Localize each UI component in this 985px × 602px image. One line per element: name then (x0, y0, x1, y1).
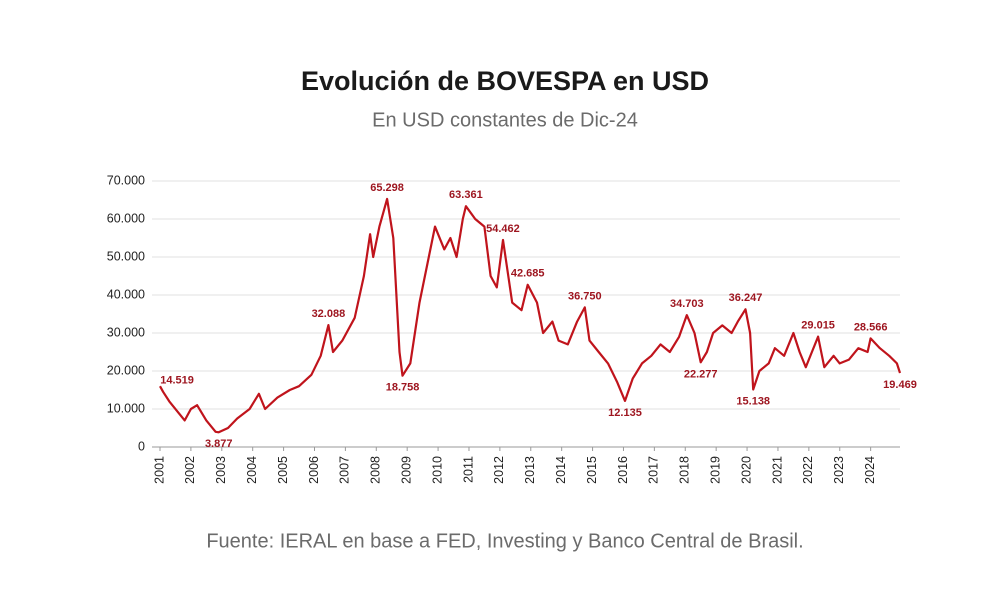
chart-title: Evolución de BOVESPA en USD (301, 66, 709, 96)
y-tick-label: 50.000 (107, 249, 145, 263)
data-label: 14.519 (160, 375, 194, 387)
data-label: 63.361 (449, 189, 483, 201)
x-tick-label: 2016 (616, 456, 630, 484)
data-label: 19.469 (883, 379, 917, 391)
x-tick-label: 2021 (770, 456, 784, 484)
data-label: 22.277 (684, 368, 718, 380)
data-label: 65.298 (370, 182, 404, 194)
data-label: 18.758 (386, 382, 420, 394)
y-tick-label: 0 (138, 439, 145, 453)
x-tick-label: 2024 (863, 456, 877, 484)
data-label: 36.750 (568, 290, 602, 302)
data-label: 36.247 (729, 292, 763, 304)
y-tick-label: 30.000 (107, 325, 145, 339)
x-tick-label: 2003 (214, 456, 228, 484)
chart-subtitle: En USD constantes de Dic-24 (372, 109, 638, 131)
x-tick-label: 2011 (461, 456, 475, 483)
data-label: 42.685 (511, 268, 545, 280)
x-tick-label: 2017 (647, 456, 661, 484)
x-tick-label: 2013 (523, 456, 537, 484)
series-line (159, 197, 902, 434)
x-tick-label: 2023 (832, 456, 846, 484)
data-label: 32.088 (312, 308, 346, 320)
data-label: 29.015 (801, 320, 835, 332)
x-tick-label: 2012 (492, 456, 506, 484)
x-tick-label: 2001 (152, 456, 166, 484)
data-label: 12.135 (608, 407, 642, 419)
x-tick-label: 2005 (276, 456, 290, 484)
y-tick-label: 10.000 (107, 401, 145, 415)
y-tick-label: 40.000 (107, 287, 145, 301)
y-tick-label: 20.000 (107, 363, 145, 377)
x-tick-label: 2020 (739, 456, 753, 484)
x-tick-label: 2015 (585, 456, 599, 484)
x-tick-label: 2014 (554, 456, 568, 484)
x-tick-label: 2018 (678, 456, 692, 484)
x-tick-label: 2009 (399, 456, 413, 484)
x-tick-label: 2010 (430, 456, 444, 484)
y-tick-label: 60.000 (107, 211, 145, 225)
data-label: 15.138 (736, 395, 770, 407)
x-tick-label: 2004 (245, 456, 259, 484)
data-label: 28.566 (854, 321, 888, 333)
data-label: 3.877 (205, 438, 233, 450)
x-tick-label: 2019 (708, 456, 722, 484)
source-note: Fuente: IERAL en base a FED, Investing y… (206, 530, 803, 552)
data-label: 34.703 (670, 298, 704, 310)
x-tick-label: 2006 (307, 456, 321, 484)
x-tick-label: 2002 (183, 456, 197, 484)
data-label: 54.462 (486, 223, 520, 235)
x-tick-label: 2008 (369, 456, 383, 484)
x-tick-label: 2022 (801, 456, 815, 484)
x-tick-label: 2007 (338, 456, 352, 484)
y-tick-label: 70.000 (107, 173, 145, 187)
